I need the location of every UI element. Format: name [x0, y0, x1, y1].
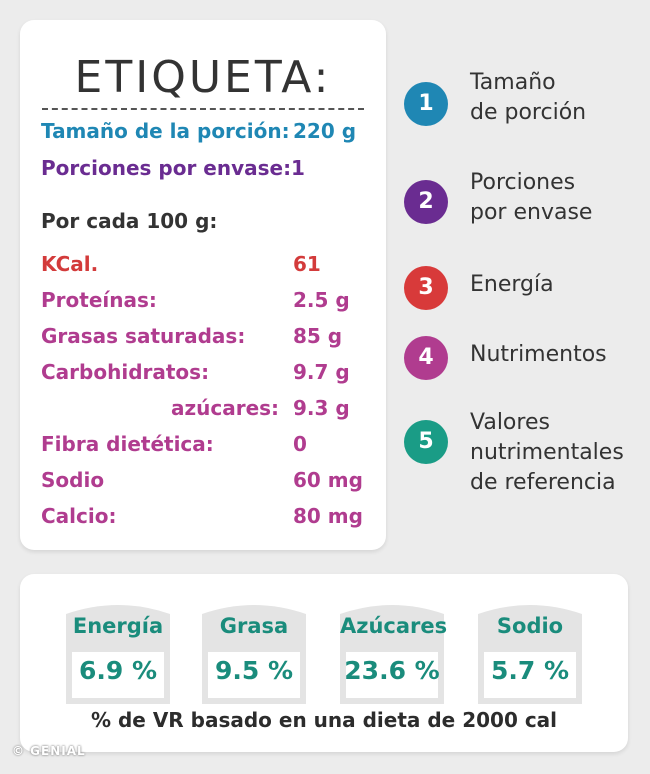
- per-100g-label: Por cada 100 g:: [41, 209, 218, 233]
- legend-number-badge: 4: [404, 336, 448, 380]
- gda-name: Sodio: [496, 614, 564, 638]
- legend-number-badge: 5: [404, 420, 448, 464]
- dashed-divider: [42, 108, 364, 110]
- legend-text-line: Valores: [470, 410, 550, 435]
- gda-badge-sugars: Azúcares 23.6 %: [340, 604, 448, 704]
- nutrient-label: Calcio:: [41, 504, 117, 528]
- nutrient-value: 2.5 g: [293, 288, 350, 312]
- nutrient-label: Carbohidratos:: [41, 360, 210, 384]
- gda-name: Azúcares: [340, 614, 448, 638]
- gda-percent: 9.5 %: [214, 656, 294, 685]
- legend-text-line: Porciones: [470, 170, 576, 195]
- legend-text-line: Energía: [470, 272, 554, 297]
- nutrient-value: 9.7 g: [293, 360, 350, 384]
- gda-badge-shape: [202, 605, 306, 704]
- legend-text-line: Nutrimentos: [470, 342, 607, 367]
- daily-value-footnote: % de VR basado en una dieta de 2000 cal: [90, 708, 558, 732]
- gda-name: Grasa: [219, 614, 289, 638]
- servings-per-container-label: Porciones por envase:: [41, 156, 292, 180]
- serving-size-value: 220 g: [293, 119, 357, 143]
- gda-name: Energía: [72, 614, 164, 638]
- nutrient-value: 0: [293, 432, 307, 456]
- serving-size-label: Tamaño de la porción:: [41, 119, 290, 143]
- nutrition-label-card: ETIQUETA: Tamaño de la porción: 220 g Po…: [20, 20, 386, 550]
- legend-text-line: por envase: [470, 200, 593, 225]
- legend-number-badge: 2: [404, 180, 448, 224]
- gda-badge-shape: [478, 605, 582, 704]
- gda-badge-sodium: Sodio 5.7 %: [478, 604, 582, 704]
- legend-text-line: nutrimentales: [470, 440, 624, 465]
- legend-text-line: Tamaño: [470, 70, 556, 95]
- gda-badge-shape: [340, 605, 444, 704]
- servings-per-container-value: 1: [291, 156, 305, 180]
- gda-badge-energy: Energía 6.9 %: [66, 604, 170, 704]
- nutrient-value: 60 mg: [293, 468, 363, 492]
- legend-number-badge: 1: [404, 82, 448, 126]
- nutrient-label: Sodio: [41, 468, 105, 492]
- legend-text-line: de referencia: [470, 470, 616, 495]
- gda-percent: 23.6 %: [344, 656, 440, 685]
- nutrient-label: Proteínas:: [41, 288, 157, 312]
- nutrient-value: 85 g: [293, 324, 343, 348]
- daily-values-panel: Energía 6.9 % Grasa 9.5 % Azúcares 23.6 …: [20, 574, 628, 752]
- nutrient-value: 80 mg: [293, 504, 363, 528]
- nutrient-label: KCal.: [41, 252, 99, 276]
- label-title: ETIQUETA:: [74, 52, 332, 103]
- gda-badge-fat: Grasa 9.5 %: [202, 604, 306, 704]
- gda-percent: 5.7 %: [490, 656, 570, 685]
- nutrient-label: azúcares:: [171, 396, 280, 420]
- legend-number-badge: 3: [404, 266, 448, 310]
- gda-badge-shape: [66, 605, 170, 704]
- gda-percent: 6.9 %: [78, 656, 158, 685]
- nutrient-label: Fibra dietética:: [41, 432, 214, 456]
- nutrient-label: Grasas saturadas:: [41, 324, 246, 348]
- legend-text-line: de porción: [470, 100, 587, 125]
- credit-watermark: © GENIAL: [12, 744, 86, 758]
- nutrient-value: 9.3 g: [293, 396, 350, 420]
- nutrient-value: 61: [293, 252, 321, 276]
